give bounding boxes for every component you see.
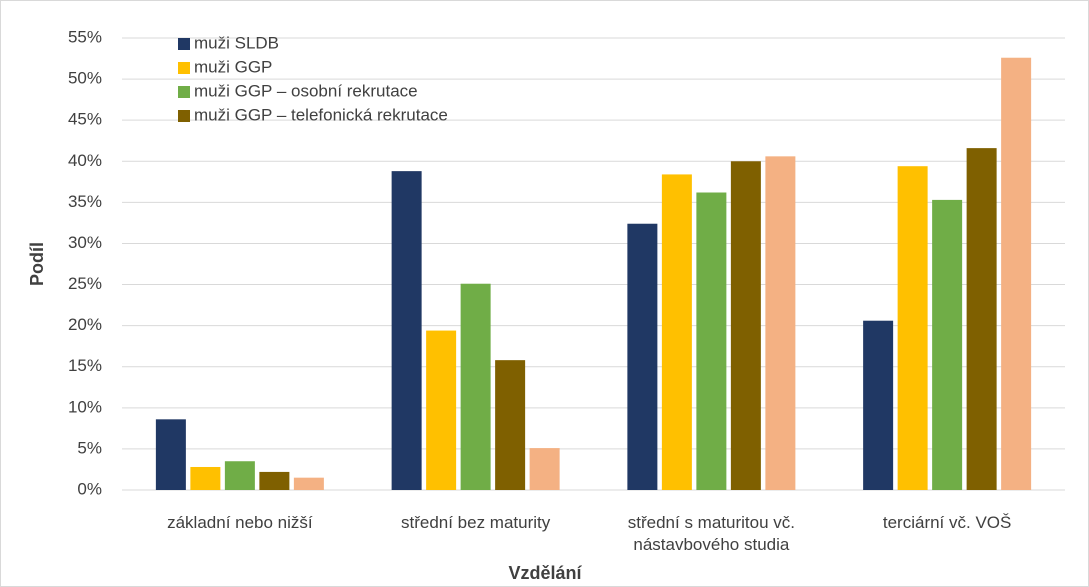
bar [529,448,560,490]
y-tick-label: 55% [68,27,102,46]
x-tick-label: terciární vč. VOŠ [882,513,1012,532]
y-tick-label: 35% [68,192,102,211]
bar [495,360,526,490]
x-tick-label: základní nebo nižší [167,513,313,532]
y-tick-label: 25% [68,274,102,293]
bar [1001,57,1032,491]
x-axis-label: Vzdělání [508,563,582,583]
bar [932,199,963,490]
bar [391,171,422,490]
bar [259,471,290,490]
bar [863,320,894,490]
bar [460,283,491,490]
bar [696,192,727,490]
y-tick-label: 10% [68,397,102,416]
x-tick-label: střední bez maturity [400,513,551,532]
y-tick-label: 5% [77,438,102,457]
bar [661,174,692,490]
legend-swatch [178,38,190,50]
legend-label: muži GGP [194,57,272,76]
legend-swatch [178,86,190,98]
y-tick-label: 45% [68,110,102,129]
y-tick-label: 20% [68,315,102,334]
legend-label: muži SLDB [194,33,279,52]
bar [293,477,324,490]
y-axis-label: Podíl [27,242,47,286]
y-tick-label: 15% [68,356,102,375]
bar [627,223,658,491]
bar [966,148,997,490]
y-tick-label: 50% [68,69,102,88]
legend-label: muži GGP – telefonická rekrutace [194,105,448,124]
bar [426,330,457,490]
bar [765,156,796,491]
bar [224,461,255,490]
y-tick-label: 30% [68,233,102,252]
legend-swatch [178,110,190,122]
y-tick-label: 0% [77,479,102,498]
bar [190,466,221,490]
legend-swatch [178,62,190,74]
y-tick-label: 40% [68,151,102,170]
bar [730,161,761,491]
bar [897,166,928,490]
legend-label: muži GGP – osobní rekrutace [194,81,418,100]
bar [155,419,186,490]
x-tick-label: střední s maturitou vč. nástavbového stu… [627,513,795,554]
